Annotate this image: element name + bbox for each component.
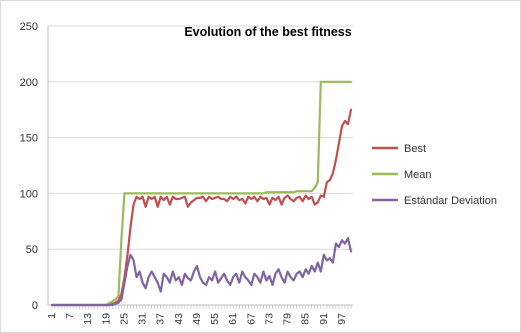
legend-label: Mean: [404, 169, 432, 181]
series-lines: [50, 80, 353, 307]
y-tick-label: 200: [20, 77, 38, 89]
legend: Best Mean Estándar Deviation: [372, 143, 497, 207]
x-tick-label: 1: [46, 313, 58, 319]
legend-label: Estándar Deviation: [404, 195, 497, 207]
y-tick-label: 0: [32, 300, 38, 312]
x-tick-label: 67: [245, 313, 257, 325]
series-line-est-ndar-deviation: [50, 236, 353, 307]
x-tick-label: 49: [191, 313, 203, 325]
x-tick-label: 7: [64, 313, 76, 319]
legend-label: Best: [404, 143, 426, 155]
x-tick-label: 13: [82, 313, 94, 325]
x-tick-label: 91: [318, 313, 330, 325]
y-tick-label: 150: [20, 133, 38, 145]
y-tick-label: 250: [20, 21, 38, 33]
x-tick-label: 37: [155, 313, 167, 325]
x-tick-label: 97: [336, 313, 348, 325]
x-tick-label: 31: [137, 313, 149, 325]
x-tick-label: 73: [263, 313, 275, 325]
chart-title: Evolution of the best fitness: [184, 25, 351, 39]
x-tick-label: 25: [118, 313, 130, 325]
axes: 0 50 100 150 200 250 1 7 13 19 25 31 37 43 49 55 61 67 73 7…: [20, 21, 353, 325]
x-tick-label: 61: [227, 313, 239, 325]
x-tick-label: 43: [173, 313, 185, 325]
x-tick-label: 79: [282, 313, 294, 325]
y-tick-label: 100: [20, 188, 38, 200]
x-tick-label: 55: [209, 313, 221, 325]
x-tick-label: 85: [300, 313, 312, 325]
x-tick-label: 19: [100, 313, 112, 325]
y-tick-label: 50: [26, 244, 38, 256]
